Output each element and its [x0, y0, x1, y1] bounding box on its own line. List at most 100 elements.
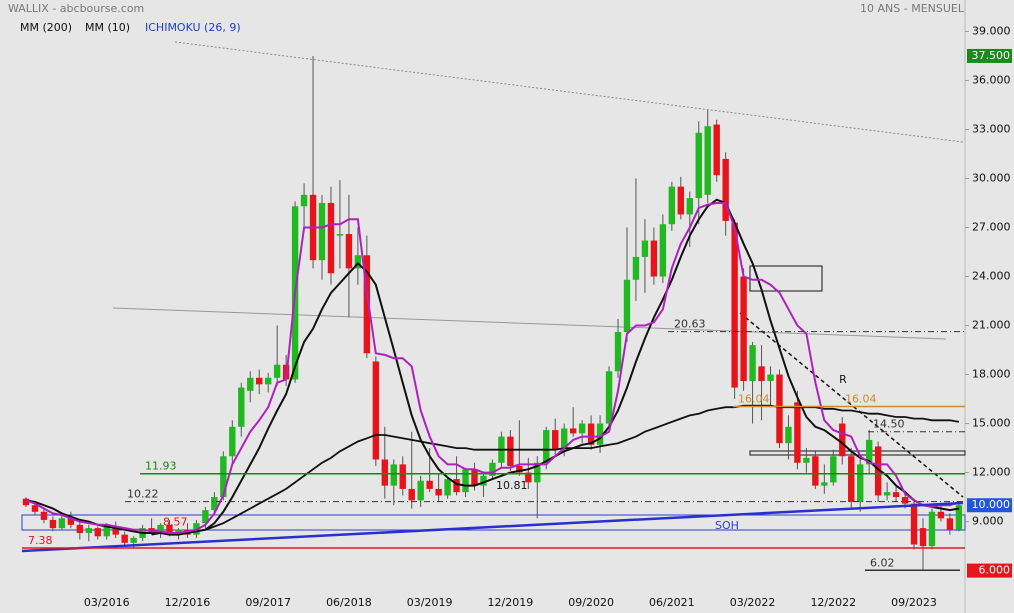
- candle-body: [910, 503, 918, 545]
- candle-body: [839, 423, 846, 457]
- candle-body: [704, 126, 711, 195]
- candle-body: [821, 482, 828, 486]
- candle-body: [722, 158, 729, 221]
- level-label: 10.22: [127, 488, 159, 501]
- candle-body: [40, 511, 48, 520]
- candle-body: [543, 430, 550, 463]
- candle-body: [614, 332, 622, 372]
- candle-body: [157, 524, 164, 532]
- x-tick-label: 03/2022: [730, 596, 776, 609]
- candle-body: [623, 279, 631, 333]
- candle-body: [848, 456, 855, 502]
- zone-box: [21, 514, 966, 531]
- candle-body: [300, 194, 308, 207]
- candle-body: [381, 459, 388, 486]
- y-tick-label: 21.000: [972, 319, 1011, 332]
- x-tick-label: 12/2022: [810, 596, 856, 609]
- candle-body: [758, 366, 765, 382]
- price-badge: [967, 498, 1012, 513]
- annotation: SOH: [715, 519, 739, 532]
- candle-body: [686, 198, 693, 215]
- candle-body: [892, 492, 900, 498]
- legend-entry: ICHIMOKU (26, 9): [145, 21, 241, 34]
- candle-body: [85, 528, 92, 534]
- indicator-line: [25, 198, 960, 536]
- candle-body: [399, 464, 406, 489]
- candle-body: [94, 528, 101, 537]
- level-label: 11.93: [145, 460, 177, 473]
- candle-body: [453, 479, 460, 493]
- candle-body: [919, 528, 927, 547]
- x-tick-label: 12/2019: [488, 596, 534, 609]
- candle-body: [569, 428, 577, 434]
- price-badge-label: 37.500: [972, 49, 1011, 62]
- candle-body: [776, 374, 783, 444]
- candle-body: [130, 537, 137, 543]
- x-tick-label: 03/2019: [407, 596, 453, 609]
- candle-body: [695, 132, 702, 199]
- candle-body: [794, 402, 801, 463]
- candle-body: [247, 377, 254, 391]
- price-badge-label: 6.000: [979, 564, 1011, 577]
- candle-body: [767, 374, 774, 382]
- candle-body: [668, 186, 676, 225]
- candle-body: [444, 479, 451, 496]
- candle-body: [166, 524, 173, 534]
- candle-body: [552, 430, 559, 450]
- candle-body: [435, 488, 442, 496]
- level-label: 16.04: [738, 393, 770, 406]
- price-badge: [967, 48, 1012, 63]
- candle-body: [650, 240, 658, 277]
- y-tick-label: 36.000: [972, 73, 1011, 86]
- candle-body: [336, 234, 344, 236]
- x-tick-label: 09/2023: [891, 596, 937, 609]
- candle-body: [677, 186, 685, 215]
- indicator-line: [25, 202, 960, 534]
- header-period: 10 ANS - MENSUEL: [860, 2, 965, 15]
- candle-body: [525, 472, 532, 483]
- candle-body: [417, 480, 424, 501]
- candle-body: [901, 497, 909, 504]
- candle-body: [22, 498, 30, 506]
- candle-body: [874, 446, 882, 496]
- candle-body: [327, 202, 335, 274]
- price-badge: [967, 563, 1012, 578]
- level-label: 16.04: [845, 393, 877, 406]
- candle-body: [659, 224, 667, 277]
- x-tick-label: 09/2020: [568, 596, 614, 609]
- candle-body: [731, 222, 738, 388]
- y-tick-label: 18.000: [972, 368, 1011, 381]
- candle-body: [229, 426, 236, 457]
- x-tick-label: 03/2016: [84, 596, 130, 609]
- indicator-line: [151, 404, 960, 536]
- candle-body: [354, 255, 362, 269]
- trendline: [739, 312, 964, 498]
- candle-body: [49, 519, 57, 529]
- plot: [22, 55, 963, 571]
- candle-body: [946, 518, 954, 530]
- candle-body: [372, 361, 380, 460]
- candle-body: [202, 510, 209, 524]
- y-tick-label: 27.000: [972, 220, 1011, 233]
- candle-body: [641, 240, 649, 257]
- candle-body: [462, 469, 469, 493]
- candle-body: [408, 488, 415, 501]
- candle-body: [121, 534, 128, 543]
- legend-entry: MM (200): [20, 21, 72, 34]
- candle-body: [175, 529, 182, 534]
- candle-body: [928, 511, 936, 547]
- candle-body: [713, 124, 720, 176]
- candle-body: [857, 464, 864, 502]
- candle-body: [632, 256, 640, 280]
- candle-body: [256, 377, 263, 385]
- candle-body: [31, 505, 39, 512]
- y-tick-label: 24.000: [972, 270, 1011, 283]
- candle-body: [489, 462, 496, 476]
- candle-body: [480, 475, 487, 486]
- candle-body: [534, 462, 541, 483]
- candle-body: [58, 518, 66, 529]
- candle-body: [148, 528, 155, 532]
- y-tick-label: 12.000: [972, 466, 1011, 479]
